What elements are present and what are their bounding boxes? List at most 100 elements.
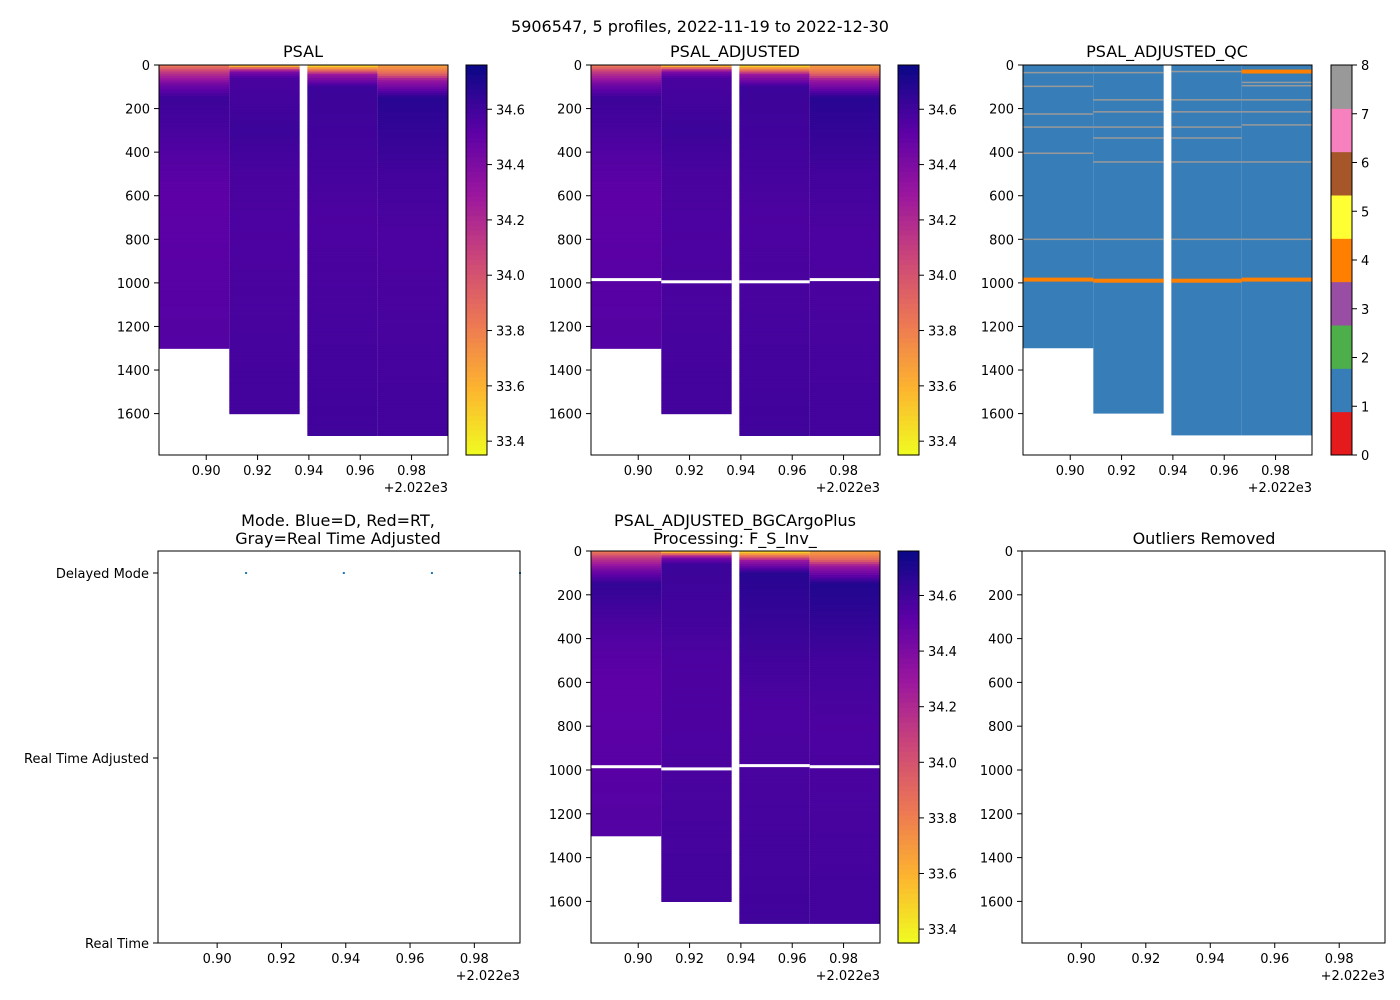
qc-flag-band: [1023, 277, 1094, 282]
heatmap-cell: [739, 605, 810, 609]
heatmap-cell: [661, 581, 732, 585]
heatmap-cell: [307, 104, 378, 107]
heatmap-cell: [377, 88, 448, 92]
heatmap-cell: [739, 706, 810, 710]
heatmap-cell: [591, 693, 662, 697]
heatmap-cell: [159, 302, 230, 306]
heatmap-cell: [661, 710, 732, 714]
heatmap-cell: [739, 660, 810, 664]
heatmap-cell: [377, 78, 448, 81]
heatmap-cell: [661, 180, 732, 184]
heatmap-cell: [229, 221, 300, 225]
colorbar-segment: [466, 367, 487, 373]
colorbar-segment: [898, 688, 919, 694]
heatmap-cell: [377, 267, 448, 271]
heatmap-cell: [739, 383, 810, 386]
heatmap-cell: [739, 855, 810, 859]
heatmap-cell: [591, 719, 662, 723]
heatmap-cell: [229, 311, 300, 314]
heatmap-cell: [661, 662, 732, 666]
colorbar-segment: [466, 381, 487, 388]
heatmap-cell: [739, 276, 810, 280]
heatmap-cell: [591, 710, 662, 714]
heatmap-cell: [739, 697, 810, 701]
heatmap-cell: [809, 123, 880, 127]
heatmap-cell: [739, 167, 810, 171]
heatmap-cell: [307, 141, 378, 145]
heatmap-cell: [591, 221, 662, 225]
heatmap-cell: [809, 846, 880, 850]
heatmap-cell: [809, 78, 880, 81]
heatmap-cell: [809, 402, 880, 406]
colorbar-segment: [898, 401, 919, 407]
x-tick-label: 0.94: [331, 952, 360, 967]
heatmap-cell: [229, 352, 300, 356]
heatmap-cell: [591, 704, 662, 708]
heatmap-cell: [307, 411, 378, 415]
heatmap-cell: [809, 250, 880, 253]
heatmap-cell: [307, 311, 378, 314]
heatmap-cell: [739, 415, 810, 419]
heatmap-cell: [661, 322, 732, 325]
heatmap-cell: [739, 149, 810, 153]
heatmap-cell: [591, 258, 662, 262]
heatmap-cell: [307, 256, 378, 260]
heatmap-cell: [377, 182, 448, 186]
colorbar-segment: [898, 450, 919, 456]
heatmap-cell: [229, 156, 300, 160]
heatmap-cell: [739, 813, 810, 817]
heatmap-cell: [229, 121, 300, 125]
qc-profile-column: [1023, 65, 1094, 349]
colorbar-segment: [898, 805, 919, 812]
heatmap-cell: [661, 106, 732, 110]
heatmap-cell: [591, 158, 662, 162]
heatmap-cell: [307, 110, 378, 114]
heatmap-cell: [229, 346, 300, 349]
heatmap-cell: [159, 319, 230, 323]
heatmap-cell: [739, 136, 810, 140]
colorbar-segment: [466, 260, 487, 266]
heatmap-cell: [307, 248, 378, 251]
heatmap-cell: [661, 411, 732, 415]
heatmap-cell: [809, 248, 880, 251]
heatmap-cell: [661, 206, 732, 210]
heatmap-cell: [809, 807, 880, 811]
x-offset-label: +2.022e3: [456, 969, 520, 984]
colorbar-segment: [898, 152, 919, 159]
heatmap-cell: [739, 721, 810, 725]
heatmap-cell: [307, 226, 378, 230]
heatmap-cell: [661, 802, 732, 806]
heatmap-cell: [809, 387, 880, 391]
colorbar-segment: [898, 693, 919, 699]
heatmap-cell: [229, 234, 300, 238]
heatmap-cell: [739, 324, 810, 328]
heatmap-cell: [307, 343, 378, 347]
heatmap-cell: [307, 302, 378, 306]
panel-psal-adjusted-qc: PSAL_ADJUSTED_QC 02004006008001000120014…: [981, 42, 1369, 496]
colorbar-segment: [898, 123, 919, 129]
heatmap-cell: [591, 250, 662, 253]
heatmap-cell: [159, 306, 230, 310]
heatmap-cell: [661, 586, 732, 589]
colorbar-segment: [466, 435, 487, 441]
heatmap-cell: [739, 380, 810, 384]
y-tick-label: 0: [1005, 545, 1013, 560]
data-gap: [661, 767, 732, 771]
colorbar-segment: [898, 79, 919, 86]
heatmap-cell: [809, 206, 880, 210]
heatmap-cell: [661, 702, 732, 705]
heatmap-cell: [739, 143, 810, 147]
heatmap-cell: [661, 115, 732, 118]
colorbar-segment: [898, 747, 919, 753]
heatmap-cell: [661, 304, 732, 308]
heatmap-cell: [229, 93, 300, 97]
heatmap-cell: [229, 335, 300, 338]
heatmap-cell: [159, 322, 230, 325]
heatmap-cell: [809, 767, 880, 771]
x-tick-label: 0.94: [1196, 952, 1225, 967]
heatmap-cell: [229, 237, 300, 240]
heatmap-cell: [307, 413, 378, 417]
heatmap-cell: [739, 756, 810, 760]
qc-profile-column: [1241, 65, 1312, 436]
colorbar-segment: [898, 722, 919, 728]
